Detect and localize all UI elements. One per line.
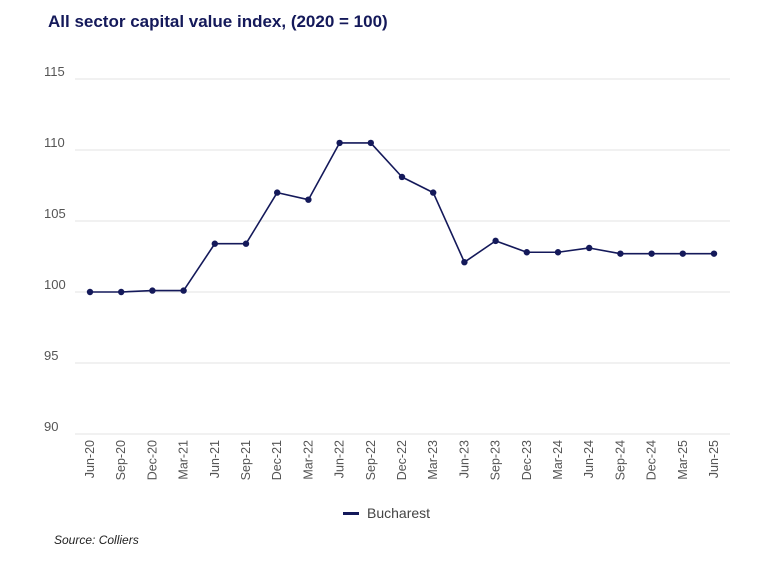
y-tick-label: 90 — [44, 419, 58, 434]
data-point — [305, 196, 312, 203]
series-layer — [86, 139, 718, 296]
x-tick-label: Dec-21 — [270, 440, 284, 480]
x-tick-label: Jun-25 — [707, 440, 721, 478]
x-tick-label: Mar-23 — [426, 440, 440, 480]
series-line — [90, 142, 714, 293]
data-point — [180, 287, 187, 294]
x-tick-label: Sep-22 — [364, 440, 378, 480]
data-point — [554, 249, 562, 256]
data-point — [86, 288, 94, 296]
x-tick-label: Mar-24 — [551, 440, 565, 480]
x-tick-label: Jun-23 — [457, 440, 471, 478]
data-point — [586, 244, 593, 252]
x-tick-label: Sep-23 — [489, 440, 503, 480]
y-tick-label: 105 — [44, 206, 66, 221]
data-point — [523, 249, 530, 256]
data-point — [274, 189, 281, 196]
gridlines — [75, 78, 730, 435]
x-axis-ticks: Jun-20 Sep-20 Dec-20 Mar-21 Jun-21 Sep-21 Dec-… — [83, 440, 721, 480]
chart-title: All sector capital value index, (2020 = … — [48, 12, 388, 31]
data-point — [336, 139, 343, 147]
data-point — [617, 250, 624, 257]
x-tick-label: Mar-21 — [177, 440, 191, 480]
x-tick-label: Jun-20 — [83, 440, 97, 478]
x-tick-label: Jun-22 — [333, 440, 347, 478]
data-point — [149, 287, 156, 294]
y-tick-label: 100 — [44, 277, 66, 292]
data-point — [367, 139, 374, 147]
legend[interactable]: Bucharest — [343, 505, 430, 521]
data-point — [679, 250, 686, 257]
y-axis-ticks: 90 95 100 105 110 115 — [44, 64, 66, 434]
x-tick-label: Mar-22 — [301, 440, 315, 480]
x-tick-label: Dec-20 — [145, 440, 159, 480]
x-tick-label: Jun-21 — [208, 440, 222, 478]
x-tick-label: Sep-24 — [613, 440, 627, 480]
y-tick-label: 110 — [44, 135, 65, 150]
data-point — [710, 250, 718, 257]
x-tick-label: Mar-25 — [676, 440, 690, 480]
x-tick-label: Dec-23 — [520, 440, 534, 480]
x-tick-label: Sep-21 — [239, 440, 253, 480]
data-point — [461, 258, 468, 266]
data-point — [430, 189, 437, 196]
data-point — [211, 240, 218, 247]
x-tick-label: Dec-22 — [395, 440, 409, 480]
data-point — [118, 288, 125, 296]
source-note: Source: Colliers — [54, 533, 139, 547]
y-tick-label: 115 — [44, 64, 65, 79]
data-point — [242, 240, 250, 247]
y-tick-label: 95 — [44, 348, 58, 363]
x-tick-label: Sep-20 — [114, 440, 128, 480]
legend-label: Bucharest — [367, 505, 431, 521]
data-point — [398, 173, 406, 181]
legend-swatch — [343, 511, 359, 515]
data-point — [492, 237, 499, 245]
x-tick-label: Jun-24 — [582, 440, 596, 478]
x-tick-label: Dec-24 — [645, 440, 659, 480]
data-point — [648, 250, 655, 257]
